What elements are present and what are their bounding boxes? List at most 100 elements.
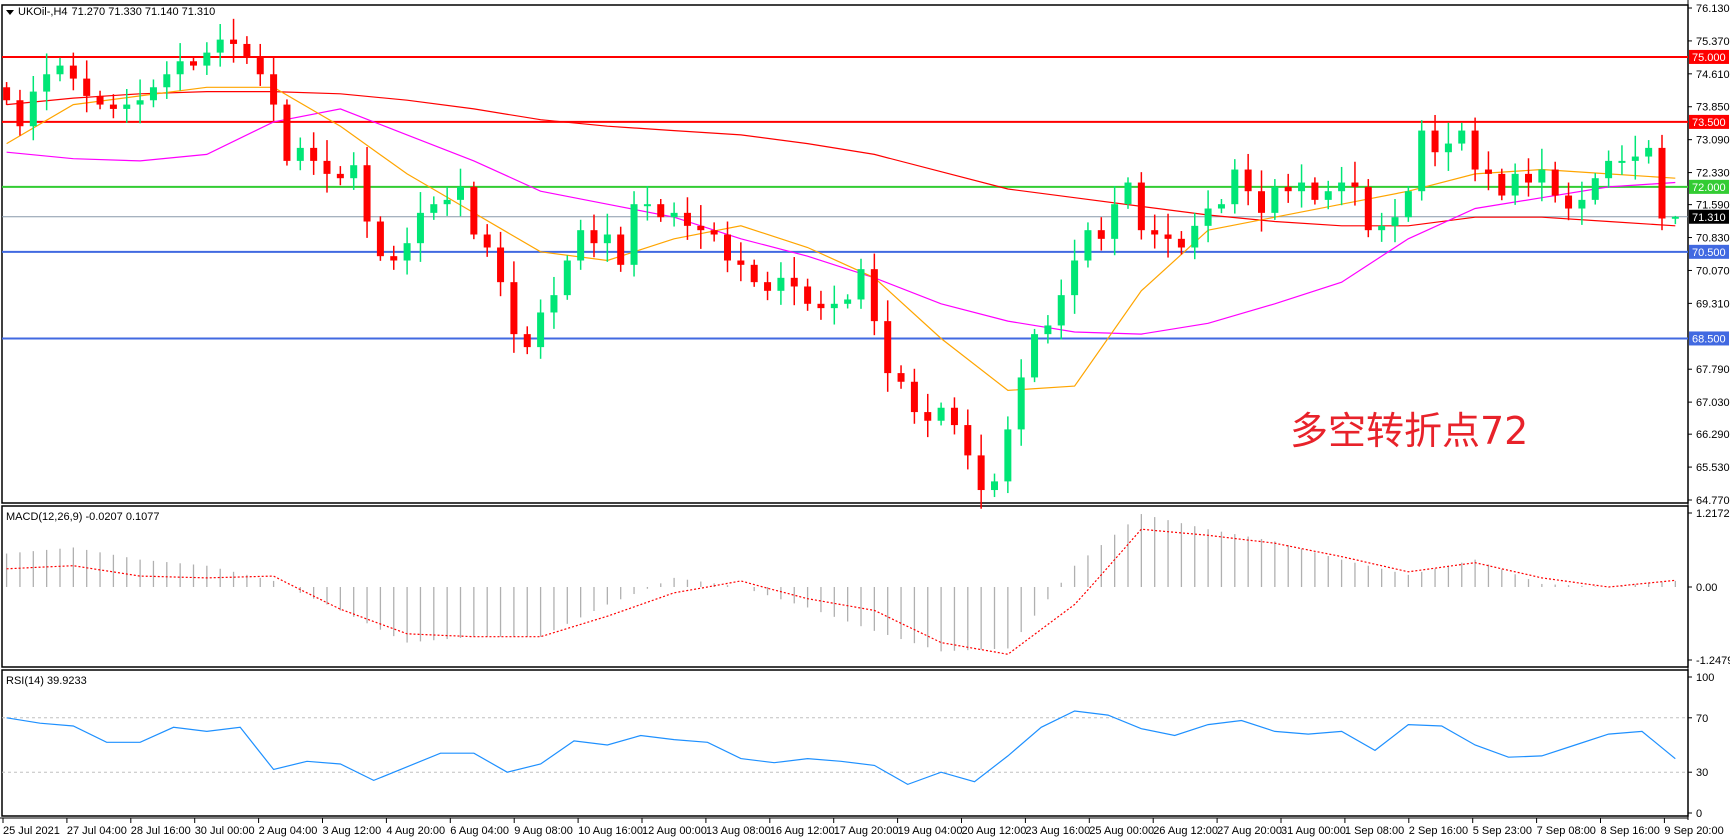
rsi-title: RSI(14) 39.9233 (6, 675, 87, 687)
annotation-text: 多空转折点72 (1290, 409, 1529, 453)
candle (457, 186, 464, 200)
candle (777, 277, 785, 291)
x-tick-label: 20 Aug 12:00 (962, 825, 1027, 837)
candle (310, 147, 318, 161)
candle (1351, 182, 1359, 187)
x-tick-label: 16 Aug 12:00 (770, 825, 835, 837)
candle (563, 260, 571, 296)
candle (390, 256, 398, 261)
candle (1645, 147, 1653, 157)
candle (1031, 334, 1039, 378)
candle (243, 43, 251, 57)
candle (537, 312, 545, 348)
candle (256, 56, 264, 75)
candle (991, 481, 998, 491)
candle (724, 234, 731, 261)
candle (697, 225, 705, 231)
x-tick-label: 27 Jul 04:00 (67, 825, 127, 837)
candle (1404, 191, 1412, 218)
rsi-y-tick-label: 30 (1696, 767, 1708, 779)
y-tick-label: 75.370 (1696, 36, 1730, 48)
candle (1057, 295, 1065, 326)
dropdown-triangle-icon[interactable] (6, 9, 14, 15)
candle (69, 65, 77, 79)
candle (1391, 217, 1399, 226)
candle (750, 264, 758, 283)
level-label: 71.310 (1692, 212, 1726, 224)
candle (1004, 429, 1012, 482)
y-tick-label: 66.290 (1696, 429, 1730, 441)
candle (737, 260, 745, 265)
candle (510, 282, 518, 335)
chart-header: UKOil-,H4 71.270 71.330 71.140 71.310 (6, 6, 215, 18)
x-tick-label: 25 Jul 2021 (3, 825, 60, 837)
candle (937, 407, 945, 421)
candle (630, 204, 638, 265)
candle (483, 234, 491, 248)
candle (1631, 156, 1639, 161)
candle (176, 61, 184, 75)
y-tick-label: 73.850 (1696, 102, 1730, 114)
candle (870, 269, 878, 322)
candle (1525, 173, 1532, 183)
candle (283, 104, 291, 161)
candle (910, 381, 918, 413)
y-tick-label: 69.310 (1696, 298, 1730, 310)
candle (1071, 260, 1079, 296)
x-tick-label: 2 Sep 16:00 (1409, 825, 1468, 837)
ma-fast-line (6, 86, 1676, 392)
candle (43, 74, 51, 92)
candle (1284, 186, 1292, 192)
candle (817, 303, 825, 309)
candle (136, 100, 144, 105)
x-tick-label: 6 Aug 04:00 (450, 825, 509, 837)
candle (96, 95, 104, 105)
candle (56, 65, 64, 75)
candle (1204, 208, 1212, 226)
candle (83, 78, 91, 96)
x-tick-label: 9 Sep 20:00 (1664, 825, 1723, 837)
x-tick-label: 17 Aug 20:00 (834, 825, 899, 837)
y-tick-label: 73.090 (1696, 135, 1730, 147)
candle (1538, 169, 1546, 183)
candle (203, 52, 211, 66)
candle (1231, 169, 1239, 205)
candle (1271, 186, 1279, 213)
candle (1191, 225, 1199, 248)
candle (470, 186, 478, 235)
y-tick-label: 67.030 (1696, 397, 1730, 409)
candle (1338, 182, 1346, 192)
candle (270, 74, 278, 105)
pane-main (1, 4, 1689, 504)
x-tick-label: 30 Jul 00:00 (195, 825, 255, 837)
candle (1258, 191, 1265, 213)
candle (603, 234, 611, 244)
rsi-y-tick-label: 70 (1696, 713, 1708, 725)
candle (416, 212, 424, 244)
candle (857, 269, 865, 300)
x-tick-label: 8 Sep 16:00 (1601, 825, 1660, 837)
level-label: 75.000 (1692, 52, 1726, 64)
candle (1137, 182, 1145, 231)
level-label-bg (1689, 114, 1729, 129)
candle (163, 74, 171, 88)
candle (1431, 130, 1439, 153)
x-tick-label: 2 Aug 04:00 (259, 825, 318, 837)
x-tick-label: 27 Aug 20:00 (1217, 825, 1282, 837)
candle (216, 39, 224, 53)
candle (804, 286, 812, 304)
candle (1364, 186, 1372, 231)
candle (443, 199, 451, 205)
candle (1311, 182, 1319, 200)
candle (1044, 325, 1052, 335)
candle (109, 104, 117, 109)
candle (1444, 143, 1452, 153)
candle (1511, 173, 1519, 196)
candle (964, 425, 972, 456)
candle (710, 230, 718, 235)
rsi-line (6, 710, 1676, 786)
candle (977, 455, 985, 491)
candle (29, 91, 37, 127)
symbol-label: UKOil-,H4 (18, 6, 68, 18)
